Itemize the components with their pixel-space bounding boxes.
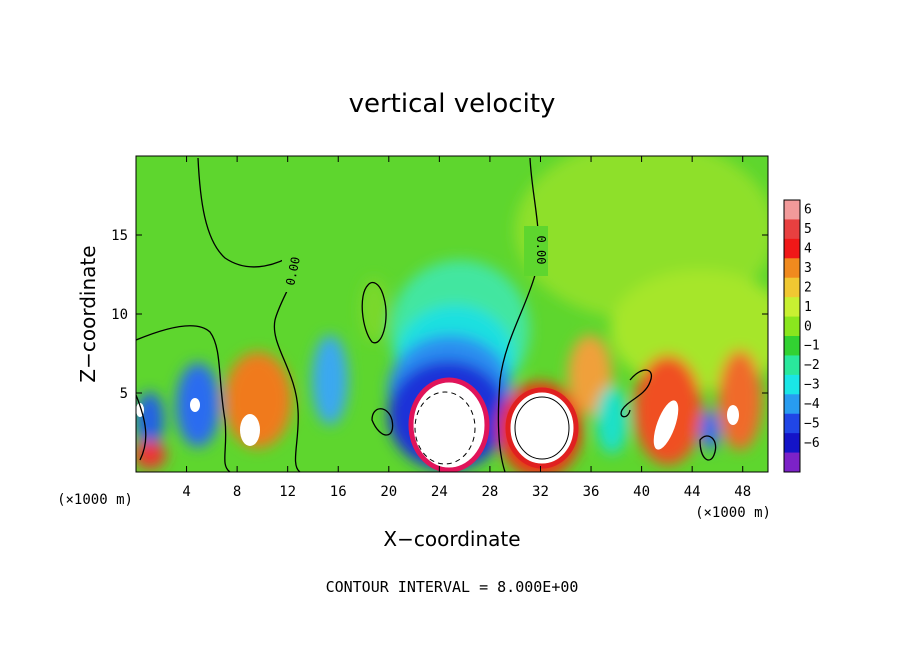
- contour-label: 0.00: [283, 256, 303, 287]
- zero-contour-line: [371, 408, 394, 436]
- x-unit-right: (×1000 m): [695, 505, 771, 521]
- downdraft-core: [408, 377, 490, 472]
- colorbar-swatch: [784, 394, 800, 415]
- colorbar-swatch: [784, 433, 800, 454]
- updraft-region: [136, 441, 166, 469]
- x-tick-label: 32: [532, 484, 549, 500]
- x-tick-label: 4: [182, 484, 190, 500]
- x-tick-label: 16: [330, 484, 347, 500]
- colorbar-label: 3: [804, 261, 812, 276]
- y-axis-ticks: 5 10 15: [111, 228, 768, 402]
- y-axis-label: Z−coordinate: [76, 245, 100, 382]
- updraft-core: [727, 405, 739, 425]
- colorbar-swatch: [784, 413, 800, 434]
- contour-label: 0.00: [534, 236, 548, 265]
- weak-updraft-region: [360, 278, 388, 342]
- zero-contour-line: [197, 157, 301, 268]
- colorbar-swatch: [784, 316, 800, 337]
- colorbar-swatch: [784, 277, 800, 298]
- x-axis-ticks: 4 8 12 16 20 24 28 32 36 40 44 48: [182, 156, 751, 500]
- contour-interval-note: CONTOUR INTERVAL = 8.000E+00: [326, 578, 579, 596]
- zero-contour-line: [136, 325, 231, 472]
- downdraft-region: [136, 392, 164, 448]
- updraft-core: [240, 414, 260, 446]
- updraft-core: [505, 387, 579, 469]
- colorbar-swatch: [784, 238, 800, 259]
- x-tick-label: 24: [431, 484, 448, 500]
- colorbar-label: 2: [804, 280, 812, 295]
- x-unit-left: (×1000 m): [57, 492, 133, 508]
- x-axis-label: X−coordinate: [383, 527, 520, 551]
- colorbar-swatch: [784, 297, 800, 318]
- downdraft-region: [700, 410, 720, 450]
- colorbar: 6 5 4 3 2 1 0 −1 −2 −3 −4 −5 −6: [783, 199, 820, 473]
- x-tick-label: 28: [481, 484, 498, 500]
- colorbar-swatch: [784, 258, 800, 279]
- y-tick-label: 5: [120, 386, 128, 402]
- x-tick-label: 8: [233, 484, 241, 500]
- colorbar-label: 5: [804, 222, 812, 237]
- colorbar-label: 6: [804, 203, 812, 218]
- y-tick-label: 15: [111, 228, 128, 244]
- downdraft-region: [312, 335, 348, 425]
- zero-contour-line: [620, 369, 653, 418]
- colorbar-label: −1: [804, 339, 820, 354]
- colorbar-swatch: [784, 336, 800, 356]
- x-tick-label: 48: [734, 484, 751, 500]
- updraft-region: [568, 335, 612, 415]
- contour-label-bg: [524, 226, 548, 276]
- colorbar-label: −6: [804, 436, 820, 451]
- zero-contour-line: [136, 394, 147, 461]
- colorbar-swatch: [784, 219, 800, 240]
- x-tick-label: 44: [684, 484, 701, 500]
- colorbar-swatch: [784, 452, 800, 473]
- colorbar-swatch: [784, 200, 800, 220]
- colorbar-label: −3: [804, 378, 820, 393]
- colorbar-label: −5: [804, 416, 820, 431]
- zero-contour-line: [699, 435, 717, 461]
- colorbar-frame: [783, 199, 801, 473]
- colorbar-label: 0: [804, 319, 812, 334]
- colorbar-swatch: [784, 355, 800, 376]
- weak-downdraft-region: [596, 386, 628, 454]
- velocity-field: 0.00 0.00: [136, 156, 768, 472]
- colorbar-swatch: [784, 374, 800, 395]
- zero-contour-line: [497, 157, 540, 472]
- contour-label-bg: [282, 248, 312, 292]
- weak-updraft-region: [610, 270, 768, 390]
- y-tick-label: 10: [111, 307, 128, 323]
- x-tick-label: 20: [380, 484, 397, 500]
- downdraft-core: [190, 398, 200, 412]
- colorbar-label: −4: [804, 397, 820, 412]
- colorbar-label: 4: [804, 242, 812, 257]
- x-tick-label: 12: [279, 484, 296, 500]
- positive-contour: [514, 396, 570, 460]
- negative-contour: [414, 391, 476, 465]
- colorbar-label: 1: [804, 300, 812, 315]
- zero-contour-line: [361, 282, 387, 344]
- updraft-region: [718, 350, 762, 450]
- colorbar-label: −2: [804, 358, 820, 373]
- x-tick-label: 36: [583, 484, 600, 500]
- chart-title: vertical velocity: [349, 89, 556, 119]
- x-tick-label: 40: [633, 484, 650, 500]
- updraft-core: [653, 400, 679, 450]
